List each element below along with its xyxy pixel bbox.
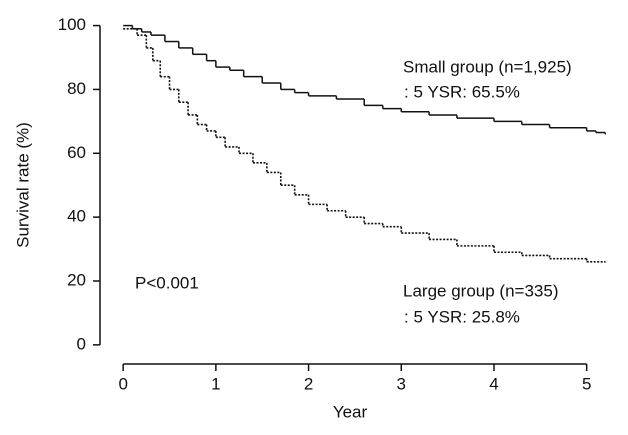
annotation: Small group (n=1,925) [403,57,572,76]
y-tick-label: 40 [67,207,86,226]
x-axis-label: Year [333,402,368,421]
annotation: : 5 YSR: 25.8% [404,307,520,326]
annotation: : 5 YSR: 65.5% [404,82,520,101]
y-tick-label: 20 [67,270,86,289]
y-tick-label: 80 [67,79,86,98]
x-tick-label: 0 [118,374,127,393]
x-tick-label: 5 [582,374,591,393]
y-tick-label: 60 [67,143,86,162]
x-tick-label: 2 [304,374,313,393]
y-tick-label: 0 [77,334,86,353]
x-tick-label: 3 [397,374,406,393]
annotation: P<0.001 [135,273,199,292]
y-axis-label: Survival rate (%) [13,122,32,248]
x-tick-label: 1 [211,374,220,393]
y-tick-label: 100 [58,15,86,34]
annotation: Large group (n=335) [403,281,558,300]
x-tick-label: 4 [489,374,498,393]
